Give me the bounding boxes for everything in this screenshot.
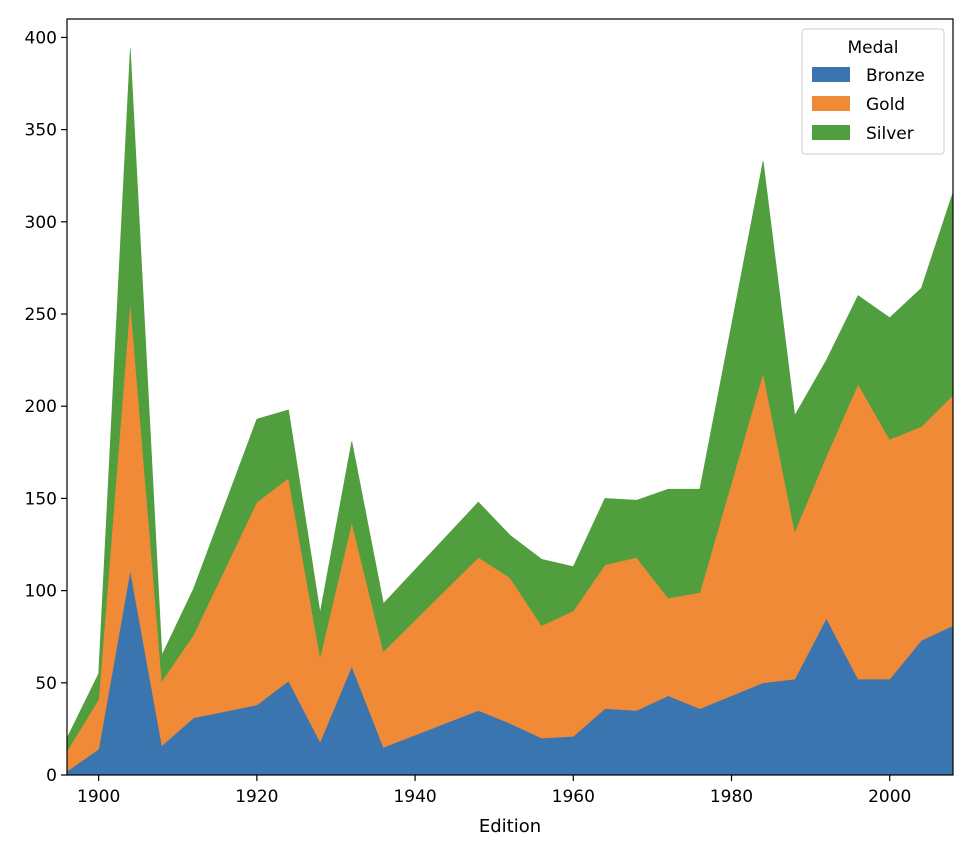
- y-tick-label: 100: [25, 582, 57, 602]
- legend: Medal Bronze Gold Silver: [801, 28, 945, 155]
- y-tick-label: 50: [35, 674, 57, 694]
- legend-box: [801, 28, 945, 155]
- plot-frame: [66, 18, 954, 776]
- legend-title: Medal: [847, 38, 898, 58]
- x-tick-label: 2000: [868, 787, 911, 807]
- x-tick-label: 1960: [552, 787, 595, 807]
- x-axis-title: Edition: [479, 816, 541, 837]
- legend-swatch-bronze: [812, 67, 850, 82]
- y-axis: 0 50 100 150 200 250 300 350 400: [25, 28, 67, 786]
- x-tick-label: 1900: [77, 787, 120, 807]
- x-tick-label: 1920: [235, 787, 278, 807]
- x-tick-label: 1980: [710, 787, 753, 807]
- y-tick-label: 300: [25, 213, 57, 233]
- y-tick-label: 250: [25, 305, 57, 325]
- x-axis: 1900 1920 1940 1960 1980 2000: [77, 775, 911, 807]
- y-tick-label: 400: [25, 28, 57, 48]
- legend-swatch-silver: [812, 125, 850, 140]
- legend-label-gold: Gold: [866, 95, 905, 115]
- legend-label-silver: Silver: [866, 124, 914, 144]
- y-tick-label: 150: [25, 489, 57, 509]
- x-tick-label: 1940: [393, 787, 436, 807]
- y-tick-label: 0: [46, 766, 57, 786]
- legend-swatch-gold: [812, 96, 850, 111]
- y-tick-label: 350: [25, 121, 57, 141]
- legend-items: Bronze Gold Silver: [812, 66, 925, 144]
- areas-layer: [66, 48, 954, 776]
- legend-label-bronze: Bronze: [866, 66, 925, 86]
- y-tick-label: 200: [25, 397, 57, 417]
